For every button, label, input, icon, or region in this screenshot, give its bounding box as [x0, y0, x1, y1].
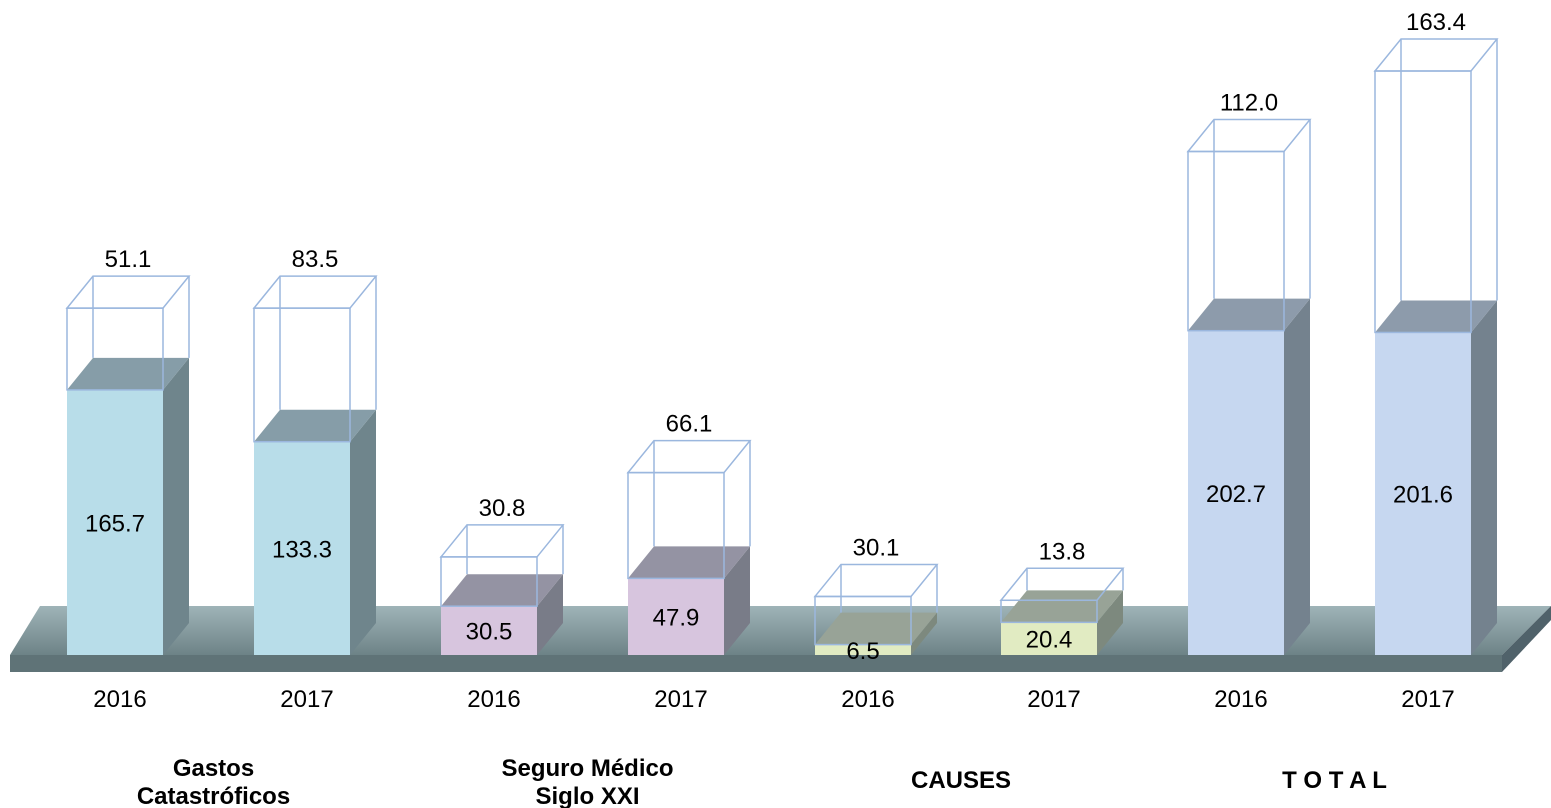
bar-filled-front [441, 606, 537, 655]
bar-filled-value-label: 30.5 [466, 619, 513, 646]
bar-filled-side [1284, 298, 1310, 655]
bar-filled-front [1375, 332, 1471, 655]
year-tick-label: 2017 [280, 686, 333, 713]
chart-floor [10, 606, 1551, 672]
year-tick-label: 2016 [467, 686, 520, 713]
year-tick-label: 2017 [654, 686, 707, 713]
bar-filled-top [815, 612, 937, 645]
year-tick-label: 2017 [1401, 686, 1454, 713]
bar-filled-value-label: 165.7 [85, 510, 145, 537]
bar-filled-top [67, 357, 189, 390]
category-label: CAUSES [911, 767, 1011, 794]
category-label: Seguro Médico [501, 755, 673, 782]
bar-filled-side [1097, 590, 1123, 655]
bar-filled-side [537, 574, 563, 655]
bar-filled-front [1188, 330, 1284, 655]
bar-outline-top [1186, 118, 1312, 153]
bar-outline-value-label: 83.5 [292, 246, 339, 273]
category-label: T O T A L [1282, 767, 1387, 794]
bar-filled-side [724, 546, 750, 655]
bar-outline-top [1373, 38, 1499, 72]
floor-top-face [10, 606, 1551, 655]
year-tick-label: 2016 [1214, 686, 1267, 713]
bar-outline-top [439, 524, 565, 558]
bar-outline-value-label: 163.4 [1406, 9, 1466, 36]
bar-filled-front [1001, 622, 1097, 655]
year-tick-label: 2016 [93, 686, 146, 713]
bar-filled-top [1375, 300, 1497, 333]
bar-filled-value-label: 47.9 [653, 605, 700, 632]
bar-3-2016 [813, 563, 939, 655]
bar-filled-side [350, 409, 376, 655]
bar-outline-value-label: 13.8 [1039, 538, 1086, 565]
bar-filled-top [441, 574, 563, 607]
category-label: Catastróficos [137, 783, 290, 808]
category-label: Siglo XXI [535, 783, 639, 808]
year-tick-label: 2017 [1027, 686, 1080, 713]
bar-outline-value-label: 30.1 [853, 534, 900, 561]
bar-filled-value-label: 202.7 [1206, 481, 1266, 508]
bar-outline-value-label: 112.0 [1220, 89, 1278, 116]
bar-outline-value-label: 30.8 [479, 495, 526, 522]
bar-outline-top [626, 439, 752, 474]
bar-outline-top [813, 563, 939, 598]
bar-filled-value-label: 133.3 [272, 536, 332, 563]
bar-filled-top [628, 546, 750, 579]
bar-outline-value-label: 66.1 [666, 411, 713, 438]
bar-filled-front [254, 441, 350, 655]
bar-filled-top [254, 409, 376, 442]
bar-outline-top [252, 275, 378, 309]
bar-1-2017 [252, 275, 378, 655]
bar-filled-top [1188, 298, 1310, 331]
bar-filled-value-label: 6.5 [846, 638, 879, 665]
floor-front-face [10, 655, 1502, 672]
bar-filled-front [628, 578, 724, 655]
bar-filled-front [815, 644, 911, 655]
bar-filled-side [163, 357, 189, 655]
bar-3-2017 [999, 567, 1125, 655]
bar-filled-side [911, 612, 937, 655]
bar-outline-value-label: 51.1 [105, 246, 152, 273]
floor-side-face [1502, 606, 1551, 672]
bar-2-2016 [439, 524, 565, 655]
bar-outline-front [1374, 70, 1472, 334]
category-label: Gastos [173, 755, 254, 782]
bar-filled-front [67, 389, 163, 655]
bar-outline-top [65, 275, 191, 309]
bar-4-2016 [1186, 118, 1312, 655]
bar-filled-top [1001, 590, 1123, 623]
year-tick-label: 2016 [841, 686, 894, 713]
bar-2-2017 [626, 439, 752, 655]
bar-filled-value-label: 20.4 [1026, 627, 1073, 654]
bar-1-2016 [65, 275, 191, 655]
bar-filled-value-label: 201.6 [1393, 482, 1453, 509]
bar-filled-side [1471, 300, 1497, 655]
bar-4-2017 [1373, 38, 1499, 655]
